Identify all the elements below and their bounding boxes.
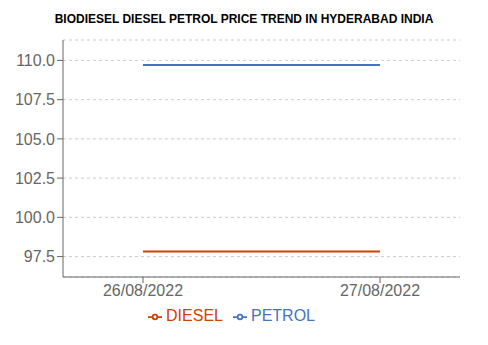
svg-text:110.0: 110.0 [16,52,55,69]
svg-text:100.0: 100.0 [15,209,55,226]
html-text:BIODIESEL DIESEL PETROL PRICE: BIODIESEL DIESEL PETROL PRICE TREND IN H… [54,12,434,26]
svg-text:27/08/2022: 27/08/2022 [340,282,420,299]
svg-text:102.5: 102.5 [15,170,55,187]
html-text:PETROL: PETROL [251,307,315,324]
svg-text:26/08/2022: 26/08/2022 [103,282,183,299]
html-text:DIESEL: DIESEL [166,307,223,324]
svg-text:107.5: 107.5 [15,91,55,108]
svg-text:105.0: 105.0 [15,131,55,148]
svg-text:97.5: 97.5 [24,248,55,265]
